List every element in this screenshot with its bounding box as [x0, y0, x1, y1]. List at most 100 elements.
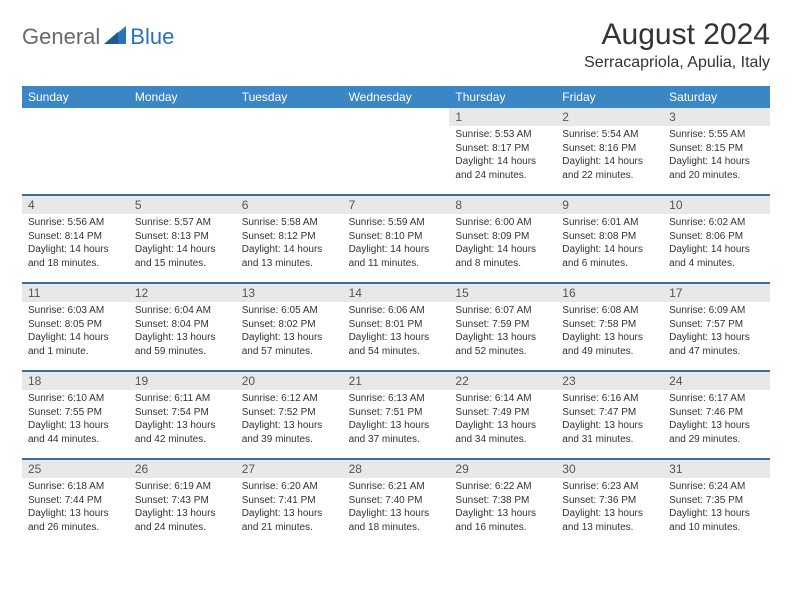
sunrise-line: Sunrise: 6:18 AM [28, 480, 123, 494]
calendar-day-cell [343, 108, 450, 194]
daylight-line: Daylight: 14 hours and 6 minutes. [562, 243, 657, 270]
sunset-line: Sunset: 8:10 PM [349, 230, 444, 244]
daylight-line: Daylight: 13 hours and 29 minutes. [669, 419, 764, 446]
calendar-week-row: 25Sunrise: 6:18 AMSunset: 7:44 PMDayligh… [22, 458, 770, 546]
day-number: 12 [129, 284, 236, 302]
dow-monday: Monday [129, 86, 236, 108]
calendar-day-cell: 21 Sunrise: 6:13 AMSunset: 7:51 PMDayligh… [343, 372, 450, 458]
day-number: 28 [343, 460, 450, 478]
daylight-line: Daylight: 13 hours and 16 minutes. [455, 507, 550, 534]
daylight-line: Daylight: 13 hours and 13 minutes. [562, 507, 657, 534]
sunset-line: Sunset: 7:36 PM [562, 494, 657, 508]
daylight-line: Daylight: 14 hours and 8 minutes. [455, 243, 550, 270]
sunset-line: Sunset: 7:47 PM [562, 406, 657, 420]
day-details: Sunrise: 6:16 AMSunset: 7:47 PMDaylight:… [556, 390, 663, 450]
day-number: 4 [22, 196, 129, 214]
day-number [236, 108, 343, 126]
title-block: August 2024 Serracapriola, Apulia, Italy [584, 18, 770, 72]
day-details: Sunrise: 6:01 AMSunset: 8:08 PMDaylight:… [556, 214, 663, 274]
sunrise-line: Sunrise: 6:00 AM [455, 216, 550, 230]
sunrise-line: Sunrise: 6:21 AM [349, 480, 444, 494]
sunrise-line: Sunrise: 6:01 AM [562, 216, 657, 230]
calendar-day-cell: 15Sunrise: 6:07 AMSunset: 7:59 PMDayligh… [449, 284, 556, 370]
sunrise-line: Sunrise: 6:24 AM [669, 480, 764, 494]
sunset-line: Sunset: 7:41 PM [242, 494, 337, 508]
calendar-day-cell: 28Sunrise: 6:21 AMSunset: 7:40 PMDayligh… [343, 460, 450, 546]
day-details: Sunrise: 6:02 AMSunset: 8:06 PMDaylight:… [663, 214, 770, 274]
day-number: 26 [129, 460, 236, 478]
calendar-day-cell: 22Sunrise: 6:14 AMSunset: 7:49 PMDayligh… [449, 372, 556, 458]
day-number: 17 [663, 284, 770, 302]
sunset-line: Sunset: 8:02 PM [242, 318, 337, 332]
day-details: Sunrise: 5:54 AMSunset: 8:16 PMDaylight:… [556, 126, 663, 186]
sunrise-line: Sunrise: 6:06 AM [349, 304, 444, 318]
calendar-day-cell: 30Sunrise: 6:23 AMSunset: 7:36 PMDayligh… [556, 460, 663, 546]
day-details: Sunrise: 6:11 AMSunset: 7:54 PMDaylight:… [129, 390, 236, 450]
day-number: 19 [129, 372, 236, 390]
daylight-line: Daylight: 13 hours and 10 minutes. [669, 507, 764, 534]
daylight-line: Daylight: 13 hours and 59 minutes. [135, 331, 230, 358]
day-details: Sunrise: 6:17 AMSunset: 7:46 PMDaylight:… [663, 390, 770, 450]
sunset-line: Sunset: 7:49 PM [455, 406, 550, 420]
daylight-line: Daylight: 13 hours and 21 minutes. [242, 507, 337, 534]
daylight-line: Daylight: 14 hours and 15 minutes. [135, 243, 230, 270]
calendar-day-cell: 20Sunrise: 6:12 AMSunset: 7:52 PMDayligh… [236, 372, 343, 458]
calendar-day-cell: 3Sunrise: 5:55 AMSunset: 8:15 PMDaylight… [663, 108, 770, 194]
day-details: Sunrise: 5:55 AMSunset: 8:15 PMDaylight:… [663, 126, 770, 186]
sunset-line: Sunset: 8:15 PM [669, 142, 764, 156]
day-details: Sunrise: 6:00 AMSunset: 8:09 PMDaylight:… [449, 214, 556, 274]
calendar-day-cell: 6Sunrise: 5:58 AMSunset: 8:12 PMDaylight… [236, 196, 343, 282]
sunrise-line: Sunrise: 6:11 AM [135, 392, 230, 406]
calendar-day-cell: 19Sunrise: 6:11 AMSunset: 7:54 PMDayligh… [129, 372, 236, 458]
calendar-page: General Blue August 2024 Serracapriola, … [0, 0, 792, 564]
sunset-line: Sunset: 7:51 PM [349, 406, 444, 420]
calendar-day-cell: 8Sunrise: 6:00 AMSunset: 8:09 PMDaylight… [449, 196, 556, 282]
daylight-line: Daylight: 14 hours and 4 minutes. [669, 243, 764, 270]
sunset-line: Sunset: 8:13 PM [135, 230, 230, 244]
calendar-day-cell: 11Sunrise: 6:03 AMSunset: 8:05 PMDayligh… [22, 284, 129, 370]
day-details: Sunrise: 6:10 AMSunset: 7:55 PMDaylight:… [22, 390, 129, 450]
day-details: Sunrise: 6:04 AMSunset: 8:04 PMDaylight:… [129, 302, 236, 362]
sunrise-line: Sunrise: 6:04 AM [135, 304, 230, 318]
day-number: 22 [449, 372, 556, 390]
day-details: Sunrise: 6:08 AMSunset: 7:58 PMDaylight:… [556, 302, 663, 362]
calendar-day-cell: 4Sunrise: 5:56 AMSunset: 8:14 PMDaylight… [22, 196, 129, 282]
day-number: 27 [236, 460, 343, 478]
sunset-line: Sunset: 7:54 PM [135, 406, 230, 420]
daylight-line: Daylight: 14 hours and 11 minutes. [349, 243, 444, 270]
calendar-day-cell [236, 108, 343, 194]
daylight-line: Daylight: 13 hours and 34 minutes. [455, 419, 550, 446]
daylight-line: Daylight: 13 hours and 54 minutes. [349, 331, 444, 358]
calendar-day-cell: 17Sunrise: 6:09 AMSunset: 7:57 PMDayligh… [663, 284, 770, 370]
daylight-line: Daylight: 14 hours and 22 minutes. [562, 155, 657, 182]
day-number [343, 108, 450, 126]
month-title: August 2024 [584, 18, 770, 52]
sunset-line: Sunset: 7:58 PM [562, 318, 657, 332]
sunset-line: Sunset: 8:01 PM [349, 318, 444, 332]
calendar-week-row: 4Sunrise: 5:56 AMSunset: 8:14 PMDaylight… [22, 194, 770, 282]
sunset-line: Sunset: 8:09 PM [455, 230, 550, 244]
sunrise-line: Sunrise: 6:12 AM [242, 392, 337, 406]
calendar-day-cell: 16Sunrise: 6:08 AMSunset: 7:58 PMDayligh… [556, 284, 663, 370]
daylight-line: Daylight: 13 hours and 39 minutes. [242, 419, 337, 446]
day-number: 5 [129, 196, 236, 214]
calendar-day-cell: 9Sunrise: 6:01 AMSunset: 8:08 PMDaylight… [556, 196, 663, 282]
logo-triangle-icon [104, 26, 126, 49]
calendar-day-cell: 12Sunrise: 6:04 AMSunset: 8:04 PMDayligh… [129, 284, 236, 370]
logo: General Blue [22, 24, 174, 50]
sunset-line: Sunset: 7:43 PM [135, 494, 230, 508]
daylight-line: Daylight: 13 hours and 37 minutes. [349, 419, 444, 446]
sunrise-line: Sunrise: 6:02 AM [669, 216, 764, 230]
sunrise-line: Sunrise: 6:13 AM [349, 392, 444, 406]
calendar-day-cell: 1Sunrise: 5:53 AMSunset: 8:17 PMDaylight… [449, 108, 556, 194]
sunset-line: Sunset: 7:52 PM [242, 406, 337, 420]
sunrise-line: Sunrise: 6:07 AM [455, 304, 550, 318]
sunrise-line: Sunrise: 5:56 AM [28, 216, 123, 230]
sunset-line: Sunset: 7:40 PM [349, 494, 444, 508]
daylight-line: Daylight: 13 hours and 47 minutes. [669, 331, 764, 358]
day-details: Sunrise: 5:56 AMSunset: 8:14 PMDaylight:… [22, 214, 129, 274]
dow-sunday: Sunday [22, 86, 129, 108]
day-number: 1 [449, 108, 556, 126]
day-number: 23 [556, 372, 663, 390]
day-number: 21 [343, 372, 450, 390]
